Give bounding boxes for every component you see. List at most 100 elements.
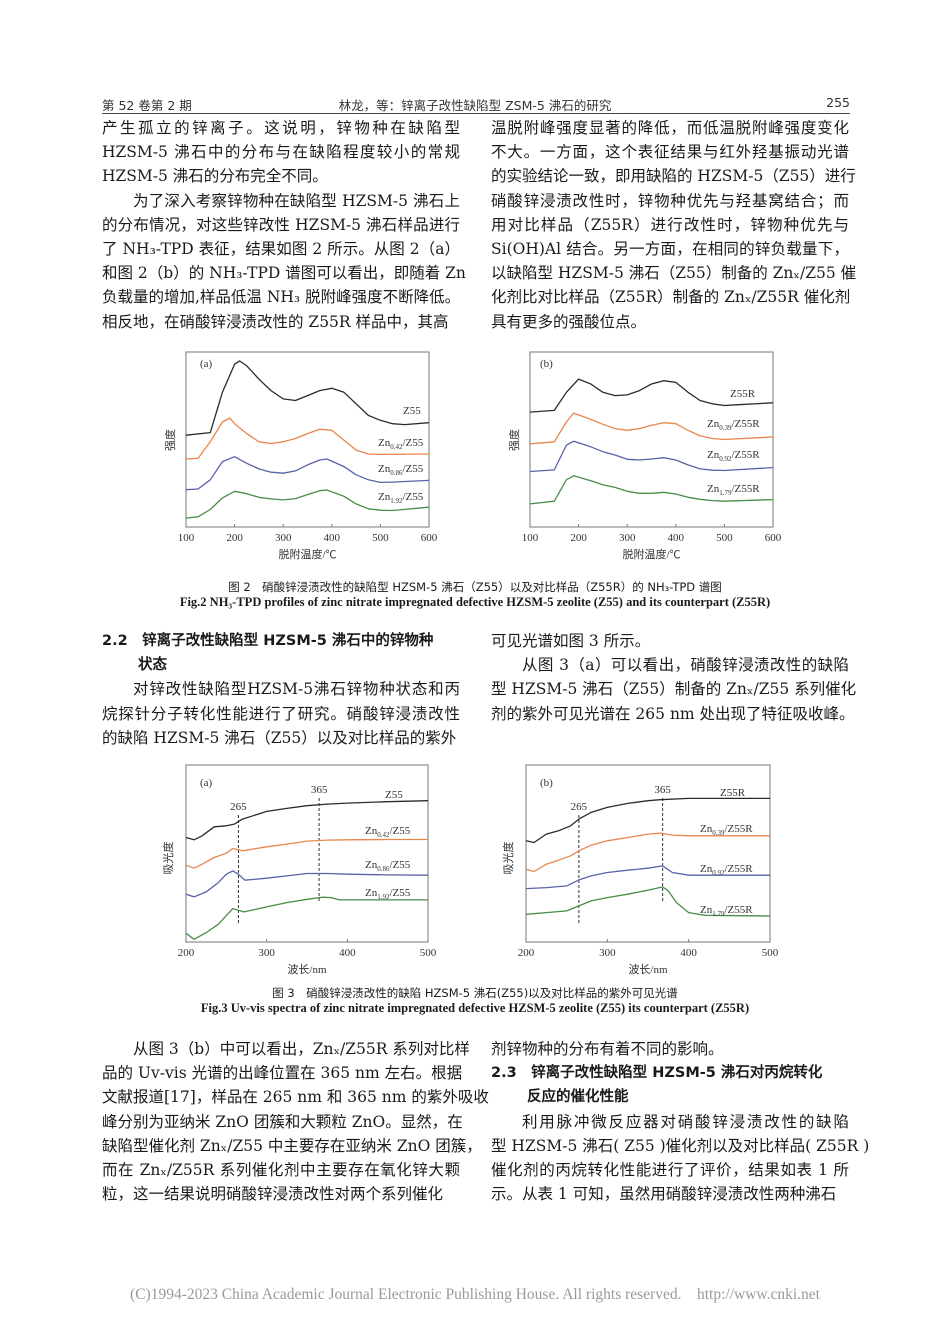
x-tick-label: 500	[420, 947, 437, 959]
series-label: Zn1.79/Z55R	[700, 904, 753, 918]
figure-3-caption-cn: 图 3 硝酸锌浸渍改性的缺陷 HZSM-5 沸石(Z55)以及对比样品的紫外可见…	[272, 986, 678, 1000]
paragraph-line: HZSM-5 沸石中的分布与在缺陷程度较小的常规	[102, 143, 460, 162]
series-label-base: Z55	[385, 789, 403, 801]
series-label-base: Zn	[707, 418, 720, 430]
section-heading: 2.3 锌离子改性缺陷型 HZSM-5 沸石对丙烷转化	[491, 1065, 823, 1082]
series-label-rest: /Z55R	[724, 823, 753, 835]
series-label: Zn0.42/Z55	[365, 825, 411, 839]
text-block-left-bottom: 从图 3（b）中可以看出，Znₓ/Z55R 系列对比样 品的 Uv-vis 光谱的…	[102, 1037, 489, 1206]
series-label-subscript: 1.79	[719, 489, 732, 497]
series-label: Zn0.86/Z55	[378, 463, 424, 477]
series-line	[529, 378, 774, 413]
marker-label: 365	[654, 784, 671, 796]
figure-2a-chart: 100 200 300 400 500 600脱附温度/℃强度(a)Z55Zn0.42/Z…	[163, 351, 438, 561]
paragraph-line: 粒，这一结果说明硝酸锌浸渍改性对两个系列催化	[102, 1185, 444, 1204]
panel-label: (b)	[540, 358, 553, 370]
panel-label: (b)	[540, 777, 553, 789]
paragraph-line: 了 NH₃-TPD 表征，结果如图 2 所示。从图 2（a）	[102, 239, 460, 258]
paragraph-line: 和图 2（b）的 NH₃-TPD 谱图可以看出，即随着 Zn	[102, 264, 466, 283]
series-line	[529, 475, 774, 505]
text-block-left-mid: 2.2 锌离子改性缺陷型 HZSM-5 沸石中的锌物种 状态 对锌改性缺陷型HZSM…	[102, 629, 460, 750]
series-label-subscript: 0.42	[377, 831, 390, 839]
series-label-subscript: 1.92	[390, 497, 403, 505]
section-heading: 状态	[138, 657, 167, 674]
series-line	[185, 456, 430, 491]
series-label: Zn1.92/Z55	[365, 887, 411, 901]
figure-2b-chart: 100 200 300 400 500 600脱附温度/℃强度(b)Z55RZn0.39/…	[507, 351, 782, 561]
series-label-rest: /Z55	[389, 825, 410, 837]
series-label-subscript: 0.92	[719, 455, 732, 463]
running-header-issue: 第 52 卷第 2 期	[102, 98, 192, 113]
paragraph-line: 烷探针分子转化性能进行了研究。硝酸锌浸渍改性	[102, 704, 460, 723]
paragraph-line: 不大。一方面，这个表征结果与红外羟基振动光谱	[491, 143, 849, 162]
paragraph-line: 从图 3（a）可以看出，硝酸锌浸渍改性的缺陷	[522, 656, 849, 675]
paragraph-line: 产生孤立的锌离子。这说明，锌物种在缺陷型	[102, 119, 460, 137]
series-label-subscript: 0.39	[719, 424, 732, 432]
plot-frame	[529, 351, 774, 528]
paragraph-line: 而在 Znₓ/Z55R 系列催化剂中主要存在氧化锌大颗	[102, 1160, 460, 1179]
paragraph-line: 的实验结论一致，即用缺陷的 HZSM-5（Z55）进行	[491, 167, 856, 186]
series-label-rest: /Z55	[389, 887, 410, 899]
y-axis-label: 吸光度	[501, 842, 515, 875]
y-axis-label: 吸光度	[161, 842, 175, 875]
series-label: Zn0.92/Z55R	[707, 449, 760, 463]
x-tick-label: 600	[765, 532, 782, 544]
figure-2-caption-cn: 图 2 硝酸锌浸渍改性的缺陷型 HZSM-5 沸石（Z55）以及对比样品（Z55…	[228, 580, 722, 594]
marker-label: 365	[311, 784, 328, 796]
series-label: Z55R	[730, 388, 756, 400]
series-line	[185, 800, 429, 841]
text-block-right-bottom: 剂锌物种的分布有着不同的影响。 2.3 锌离子改性缺陷型 HZSM-5 沸石对丙烷…	[491, 1037, 870, 1206]
paragraph-line: 的分布情况，对这些锌改性 HZSM-5 沸石样品进行	[102, 215, 460, 234]
x-tick-label: 200	[518, 947, 535, 959]
series-line	[185, 896, 428, 940]
x-tick-label: 100	[522, 532, 539, 544]
x-axis-label: 脱附温度/℃	[622, 547, 680, 561]
series-label-base: Z55R	[730, 388, 756, 400]
series-label-rest: /Z55R	[724, 904, 753, 916]
paragraph-line: 剂锌物种的分布有着不同的影响。	[491, 1040, 724, 1058]
paragraph-line: 具有更多的强酸位点。	[491, 312, 647, 331]
series-label-base: Zn	[700, 863, 713, 875]
series-label-rest: /Z55	[402, 491, 423, 503]
series-label-base: Zn	[700, 823, 713, 835]
figure-3-caption-en: Fig.3 Uv-vis spectra of zinc nitrate imp…	[200, 1001, 750, 1015]
series-label-subscript: 0.86	[377, 865, 390, 873]
text-block-right-mid: 可见光谱如图 3 所示。 从图 3（a）可以看出，硝酸锌浸渍改性的缺陷型 HZSM…	[491, 629, 856, 726]
paragraph-line: 型 HZSM-5 沸石( Z55 )催化剂以及对比样品( Z55R )	[491, 1136, 870, 1155]
series-line	[185, 870, 429, 898]
series-line	[529, 412, 774, 445]
y-axis-label: 强度	[163, 429, 177, 451]
copyright-footer: (C)1994-2023 China Academic Journal Elec…	[130, 1286, 820, 1303]
paragraph-line: 缺陷型催化剂 Znₓ/Z55 中主要存在亚纳米 ZnO 团簇，	[102, 1136, 482, 1155]
x-axis-label: 波长/nm	[628, 963, 668, 976]
series-label-base: Zn	[365, 825, 378, 837]
series-label-subscript: 1.92	[377, 893, 390, 901]
x-tick-label: 400	[324, 532, 341, 544]
series-label-base: Zn	[365, 887, 378, 899]
series-label-base: Zn	[700, 904, 713, 916]
series-label-base: Z55R	[720, 787, 746, 799]
figure-2-caption-en: Fig.2 NH₃-TPD profiles of zinc nitrate i…	[179, 595, 771, 609]
paragraph-line: 相反地，在硝酸锌浸渍改性的 Z55R 样品中，其高	[102, 312, 449, 331]
page-number: 255	[826, 95, 850, 110]
paragraph-line: 温脱附峰强度显著的降低，而低温脱附峰强度变化	[491, 119, 849, 137]
x-axis-label: 波长/nm	[287, 963, 327, 976]
x-tick-label: 400	[680, 947, 697, 959]
series-line	[185, 417, 430, 460]
section-heading: 2.2 锌离子改性缺陷型 HZSM-5 沸石中的锌物种	[102, 633, 434, 649]
series-label: Zn1.92/Z55	[378, 491, 424, 505]
series-label: Zn0.92/Z55R	[700, 863, 753, 877]
series-line	[185, 360, 430, 436]
x-tick-label: 200	[570, 532, 587, 544]
series-label-rest: /Z55	[402, 463, 423, 475]
x-tick-label: 200	[178, 947, 195, 959]
section-heading: 反应的催化性能	[527, 1089, 629, 1106]
paragraph-line: 为了深入考察锌物种在缺陷型 HZSM-5 沸石上	[133, 191, 460, 210]
series-line	[525, 865, 770, 890]
series-label-base: Zn	[707, 483, 720, 495]
series-line	[525, 797, 770, 844]
series-line	[185, 489, 430, 519]
paragraph-line: 催化剂的丙烷转化性能进行了评价，结果如表 1 所	[491, 1160, 849, 1179]
paragraph-line: 负载量的增加,样品低温 NH₃ 脱附峰强度不断降低。	[102, 288, 461, 307]
